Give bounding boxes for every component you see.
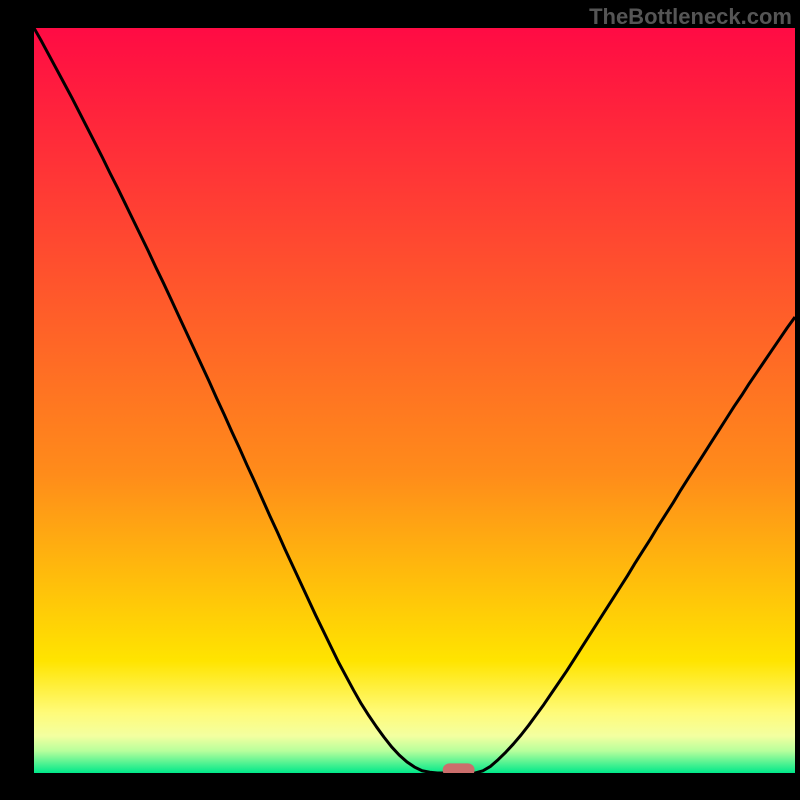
plot-area	[34, 28, 795, 773]
watermark-text: TheBottleneck.com	[589, 4, 792, 30]
minimum-marker	[443, 763, 475, 773]
chart-svg	[34, 28, 795, 773]
curve-line	[34, 28, 795, 773]
chart-canvas: TheBottleneck.com	[0, 0, 800, 800]
